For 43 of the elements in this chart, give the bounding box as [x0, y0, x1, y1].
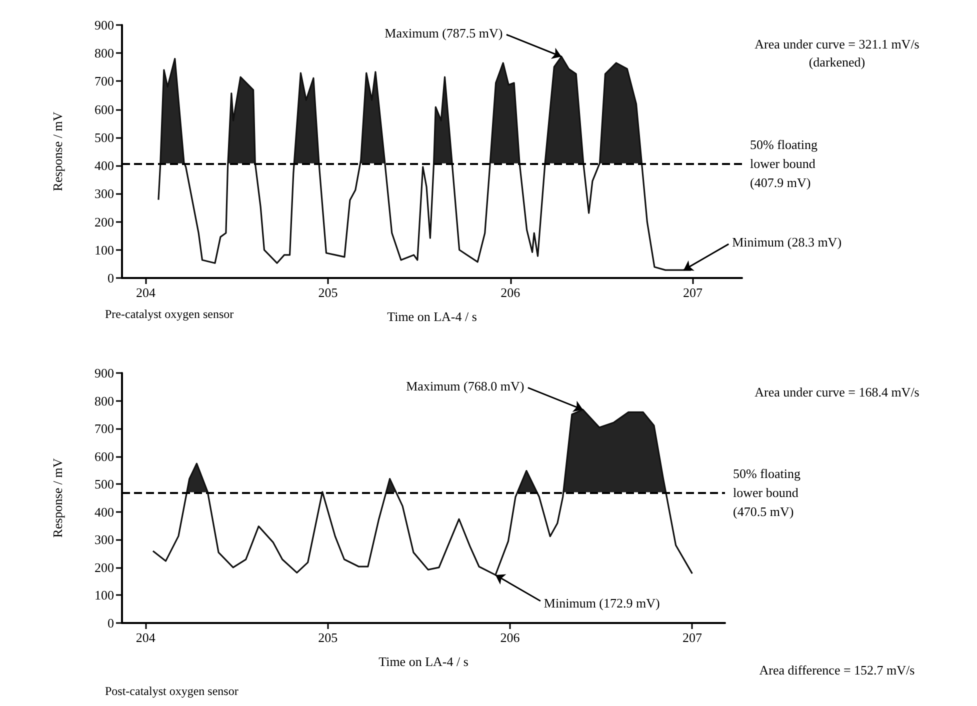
x-tick-label: 206 [500, 285, 521, 300]
x-tick-label: 207 [683, 285, 704, 300]
y-tick-label: 100 [94, 588, 114, 603]
x-tick-label: 207 [682, 630, 702, 645]
ref-line-label: 50% floating lower bound (407.9 mV) [750, 136, 818, 190]
y-tick-label: 600 [94, 102, 114, 117]
y-tick-label: 0 [108, 616, 114, 630]
ref-line-label: 50% floating lower bound (470.5 mV) [733, 466, 802, 519]
y-tick-label: 300 [94, 186, 114, 202]
x-tick-label: 204 [136, 630, 156, 645]
y-tick-label: 500 [94, 130, 114, 145]
y-tick-label: 400 [94, 504, 114, 520]
y-tick-label: 900 [94, 18, 114, 32]
y-tick-label: 400 [94, 158, 114, 174]
text: Area under curve = 168.4 mV/s [754, 384, 920, 400]
text: Area difference = 152.7 mV/s [759, 662, 915, 678]
y-tick-label: 300 [94, 532, 114, 548]
y-tick-label: 900 [94, 366, 114, 380]
y-tick-label: 0 [108, 270, 114, 286]
x-axis-title: Time on LA-4 / s [387, 309, 477, 324]
annotation: Minimum (28.3 mV) [732, 234, 842, 250]
y-tick-label: 200 [94, 214, 114, 230]
annotation: Maximum (787.5 mV) [384, 26, 503, 41]
text: Area under curve = 321.1 mV/s (darkened) [754, 36, 920, 70]
y-tick-label: 800 [94, 46, 114, 61]
x-tick-label: 205 [318, 285, 338, 300]
annotation: Minimum (172.9 mV) [544, 595, 660, 610]
y-tick-label: 800 [94, 393, 114, 408]
y-tick-label: 200 [94, 560, 114, 575]
x-tick-label: 206 [500, 630, 520, 645]
y-tick-label: 600 [94, 448, 114, 464]
x-tick-label: 205 [318, 630, 338, 645]
annotation: Maximum (768.0 mV) [406, 378, 524, 394]
y-axis-title: Response / mV [50, 458, 65, 538]
x-axis-title: Time on LA-4 / s [378, 654, 468, 669]
y-axis-title: Response / mV [50, 111, 65, 192]
text: Post-catalyst oxygen sensor [105, 684, 238, 698]
y-tick-label: 100 [94, 242, 114, 258]
x-tick-label: 204 [136, 285, 156, 300]
text: Pre-catalyst oxygen sensor [105, 307, 234, 321]
y-tick-label: 500 [94, 476, 114, 492]
y-tick-label: 700 [94, 421, 114, 436]
y-tick-label: 700 [94, 74, 114, 89]
